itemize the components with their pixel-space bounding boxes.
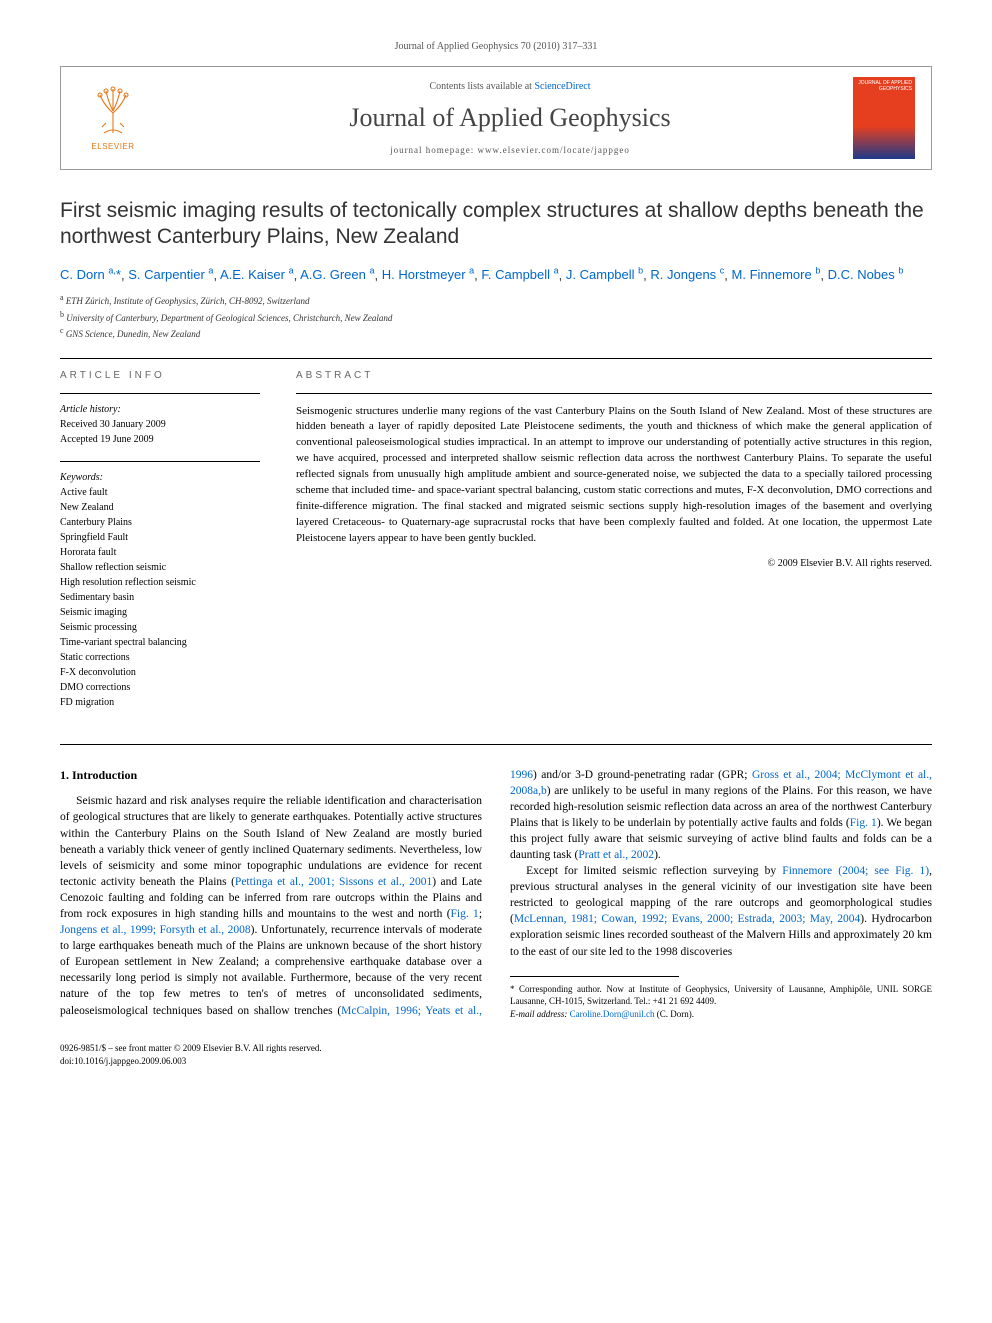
keyword-item: Time-variant spectral balancing [60,635,260,650]
body-text-columns: 1. Introduction Seismic hazard and risk … [60,767,932,1021]
body-text: Except for limited seismic reflection su… [526,865,782,877]
page-footer: 0926-9851/$ – see front matter © 2009 El… [60,1042,932,1067]
keyword-item: FD migration [60,695,260,710]
email-label: E-mail address: [510,1009,570,1019]
accepted-date: Accepted 19 June 2009 [60,432,260,447]
corr-author-text: * Corresponding author. Now at Institute… [510,983,932,1008]
body-paragraph: Except for limited seismic reflection su… [510,863,932,960]
figure-link[interactable]: Fig. 1 [451,908,479,920]
contents-prefix: Contents lists available at [429,81,534,92]
received-date: Received 30 January 2009 [60,417,260,432]
keyword-item: New Zealand [60,500,260,515]
author-link[interactable]: M. Finnemore b [732,267,821,282]
citation-link[interactable]: Pettinga et al., 2001; Sissons et al., 2… [235,876,432,888]
body-text: Seismic hazard and risk analyses require… [60,795,482,887]
copyright-footer-line: 0926-9851/$ – see front matter © 2009 El… [60,1042,932,1055]
keyword-item: Sedimentary basin [60,590,260,605]
running-header: Journal of Applied Geophysics 70 (2010) … [60,40,932,54]
affiliation-line: b University of Canterbury, Department o… [60,309,932,326]
sciencedirect-link[interactable]: ScienceDirect [534,81,590,92]
body-top-divider [60,744,932,745]
banner-center: Contents lists available at ScienceDirec… [167,80,853,157]
article-info-heading: ARTICLE INFO [60,369,260,383]
journal-banner: ELSEVIER Contents lists available at Sci… [60,66,932,170]
keyword-item: Active fault [60,485,260,500]
affiliation-line: c GNS Science, Dunedin, New Zealand [60,325,932,342]
history-label: Article history: [60,402,260,417]
info-divider [60,393,260,394]
info-abstract-row: ARTICLE INFO Article history: Received 3… [60,369,932,724]
keyword-item: Static corrections [60,650,260,665]
keywords-block: Keywords: Active faultNew ZealandCanterb… [60,470,260,710]
author-link[interactable]: D.C. Nobes b [828,267,904,282]
author-link[interactable]: A.G. Green a [300,267,374,282]
homepage-prefix: journal homepage: [390,145,477,155]
email-line: E-mail address: Caroline.Dorn@unil.ch (C… [510,1008,932,1021]
footnote-divider [510,976,679,977]
body-text: ) and/or 3-D ground-penetrating radar (G… [533,769,752,781]
email-link[interactable]: Caroline.Dorn@unil.ch [570,1009,655,1019]
publisher-label: ELSEVIER [91,141,134,152]
email-person: (C. Dorn). [654,1009,694,1019]
author-link[interactable]: R. Jongens c [650,267,724,282]
section-heading: 1. Introduction [60,767,482,784]
contents-available-line: Contents lists available at ScienceDirec… [167,80,853,94]
author-link[interactable]: S. Carpentier a [128,267,213,282]
cover-title-text: JOURNAL OF APPLIED GEOPHYSICS [853,81,912,92]
journal-cover-thumbnail: JOURNAL OF APPLIED GEOPHYSICS [853,77,915,159]
journal-homepage-line: journal homepage: www.elsevier.com/locat… [167,144,853,157]
article-history-block: Article history: Received 30 January 200… [60,402,260,447]
article-info-column: ARTICLE INFO Article history: Received 3… [60,369,260,724]
author-link[interactable]: F. Campbell a [481,267,558,282]
citation-link[interactable]: Pratt et al., 2002 [578,849,654,861]
journal-name: Journal of Applied Geophysics [167,100,853,136]
section-number: 1. [60,768,69,782]
keyword-item: Seismic imaging [60,605,260,620]
abstract-column: ABSTRACT Seismogenic structures underlie… [296,369,932,724]
author-link[interactable]: A.E. Kaiser a [220,267,294,282]
citation-link[interactable]: McLennan, 1981; Cowan, 1992; Evans, 2000… [514,913,860,925]
affiliation-line: a ETH Zürich, Institute of Geophysics, Z… [60,292,932,309]
keyword-item: Canterbury Plains [60,515,260,530]
keyword-item: F-X deconvolution [60,665,260,680]
section-divider [60,358,932,359]
affiliations-block: a ETH Zürich, Institute of Geophysics, Z… [60,292,932,342]
corresponding-author-footnote: * Corresponding author. Now at Institute… [510,983,932,1021]
keyword-item: Seismic processing [60,620,260,635]
keyword-item: Hororata fault [60,545,260,560]
keyword-item: Shallow reflection seismic [60,560,260,575]
homepage-url: www.elsevier.com/locate/jappgeo [478,145,630,155]
abstract-divider [296,393,932,394]
abstract-heading: ABSTRACT [296,369,932,383]
keyword-item: High resolution reflection seismic [60,575,260,590]
abstract-text: Seismogenic structures underlie many reg… [296,404,932,547]
keywords-label: Keywords: [60,470,260,485]
info-divider [60,461,260,462]
author-link[interactable]: J. Campbell b [566,267,643,282]
figure-link[interactable]: Fig. 1 [850,817,877,829]
section-title: Introduction [72,768,137,782]
authors-line: C. Dorn a,*, S. Carpentier a, A.E. Kaise… [60,265,932,285]
article-title: First seismic imaging results of tectoni… [60,198,932,251]
keywords-list: Active faultNew ZealandCanterbury Plains… [60,485,260,710]
citation-link[interactable]: Finnemore (2004; see Fig. 1) [782,865,929,877]
doi-line: doi:10.1016/j.jappgeo.2009.06.003 [60,1055,932,1068]
body-text: ). [654,849,661,861]
abstract-copyright: © 2009 Elsevier B.V. All rights reserved… [296,557,932,571]
publisher-logo-block: ELSEVIER [77,78,149,158]
keyword-item: Springfield Fault [60,530,260,545]
author-link[interactable]: C. Dorn a,* [60,267,121,282]
elsevier-tree-icon [86,83,140,137]
body-text: ; [479,908,482,920]
keyword-item: DMO corrections [60,680,260,695]
author-link[interactable]: H. Horstmeyer a [382,267,474,282]
citation-link[interactable]: Jongens et al., 1999; Forsyth et al., 20… [60,924,251,936]
